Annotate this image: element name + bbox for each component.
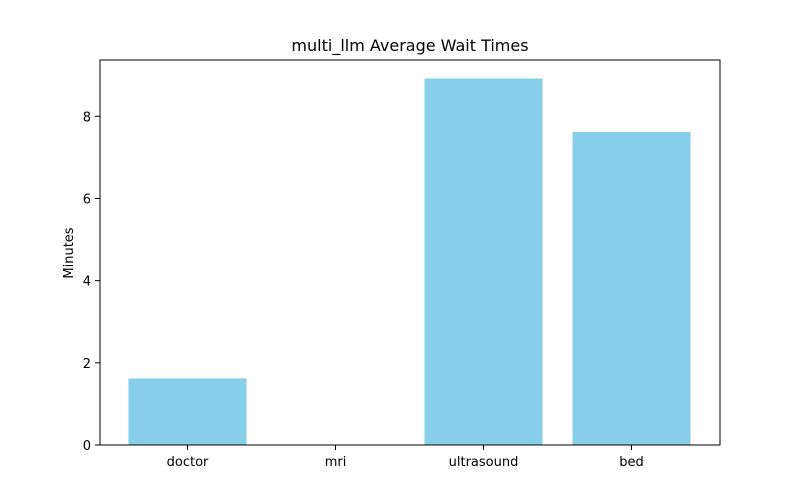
- y-tick-label: 8: [83, 110, 91, 125]
- y-tick-label: 4: [83, 275, 91, 290]
- y-axis: 0 2 4 6 8: [83, 110, 100, 454]
- y-tick-label: 6: [83, 192, 91, 207]
- bar-doctor: [128, 378, 247, 445]
- chart-title: multi_llm Average Wait Times: [291, 36, 528, 56]
- y-axis-label: Minutes: [62, 227, 77, 278]
- bar-ultrasound: [424, 78, 543, 445]
- bar-bed: [572, 131, 691, 445]
- x-axis: doctor mri ultrasound bed: [167, 445, 644, 470]
- x-tick-label: doctor: [167, 455, 209, 470]
- bars-group: [128, 78, 691, 445]
- x-tick-label: mri: [325, 455, 347, 470]
- y-tick-label: 2: [83, 357, 91, 372]
- y-tick-label: 0: [83, 439, 91, 454]
- x-tick-label: ultrasound: [449, 455, 519, 470]
- x-tick-label: bed: [619, 455, 644, 470]
- plot-frame: [99, 59, 721, 446]
